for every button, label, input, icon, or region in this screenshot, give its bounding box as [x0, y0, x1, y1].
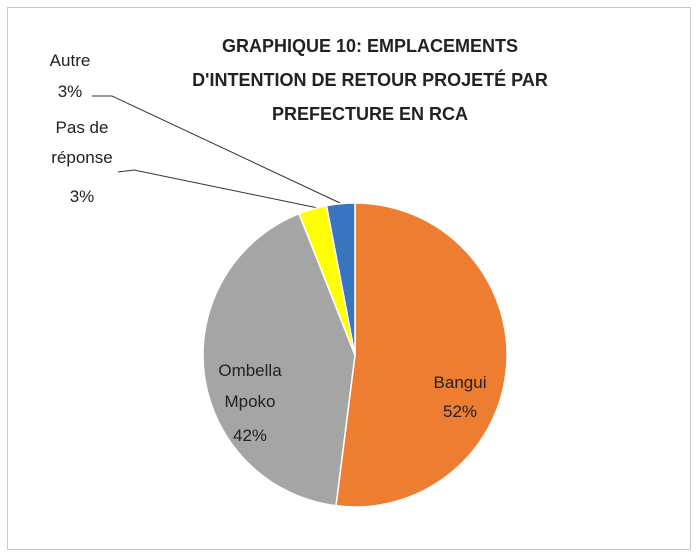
slice-label: Pas de réponse: [51, 118, 113, 167]
slice-label: Autre: [49, 51, 91, 70]
leader-line: [92, 95, 341, 204]
slice-value-label: 3%: [57, 82, 83, 101]
chart-title: D'INTENTION DE RETOUR PROJETÉ PAR: [192, 69, 548, 90]
chart-title: GRAPHIQUE 10: EMPLACEMENTS: [222, 36, 518, 56]
slice-value-label: 52%: [442, 402, 478, 421]
pie-slice: [335, 202, 508, 508]
chart-title: PREFECTURE EN RCA: [272, 104, 468, 124]
slice-label: Bangui: [433, 373, 487, 392]
slice-value-label: 42%: [232, 426, 268, 445]
leader-line: [117, 169, 319, 209]
pie-slice: [325, 202, 356, 356]
slice-value-label: 3%: [69, 187, 95, 206]
pie-slice: [202, 212, 356, 507]
slice-label: Ombella Mpoko: [218, 361, 282, 411]
